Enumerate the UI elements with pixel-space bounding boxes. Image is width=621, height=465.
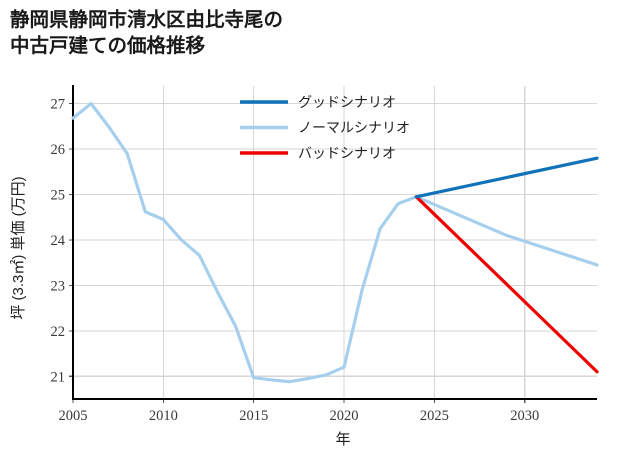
chart-title: 静岡県静岡市清水区由比寺尾の 中古戸建ての価格推移: [10, 9, 284, 57]
legend-label-bad: バッドシナリオ: [298, 145, 396, 161]
data-series-group: [71, 102, 599, 384]
x-tick-label: 2010: [149, 408, 178, 424]
y-tick-label: 27: [51, 97, 66, 113]
y-axis-tick-labels: 21 22 23 24 25 26 27: [51, 97, 66, 386]
y-tick-label: 26: [51, 142, 66, 158]
y-tick-label: 24: [51, 233, 66, 249]
x-tick-label: 2015: [239, 408, 268, 424]
series-line-bad: [414, 195, 599, 374]
x-tick-label: 2030: [510, 408, 539, 424]
x-tick-label: 2020: [330, 408, 359, 424]
x-axis-title: 年: [335, 431, 350, 448]
x-axis-tick-labels: 2005 2010 2015 2020 2025 2030: [59, 408, 540, 424]
y-tick-label: 21: [51, 369, 66, 385]
axis-spines-group: [72, 85, 597, 400]
y-tick-label: 25: [51, 188, 66, 204]
y-tick-label: 23: [51, 278, 66, 294]
x-tick-label: 2025: [420, 408, 449, 424]
legend-label-normal: ノーマルシナリオ: [298, 120, 410, 136]
x-tick-label: 2005: [59, 408, 88, 424]
legend-label-good: グッドシナリオ: [298, 94, 396, 110]
series-line-normal: [71, 102, 599, 384]
y-tick-label: 22: [51, 324, 66, 340]
y-axis-title: 坪 (3.3㎡) 単価 (万円): [10, 176, 27, 319]
series-line-good: [414, 156, 599, 199]
